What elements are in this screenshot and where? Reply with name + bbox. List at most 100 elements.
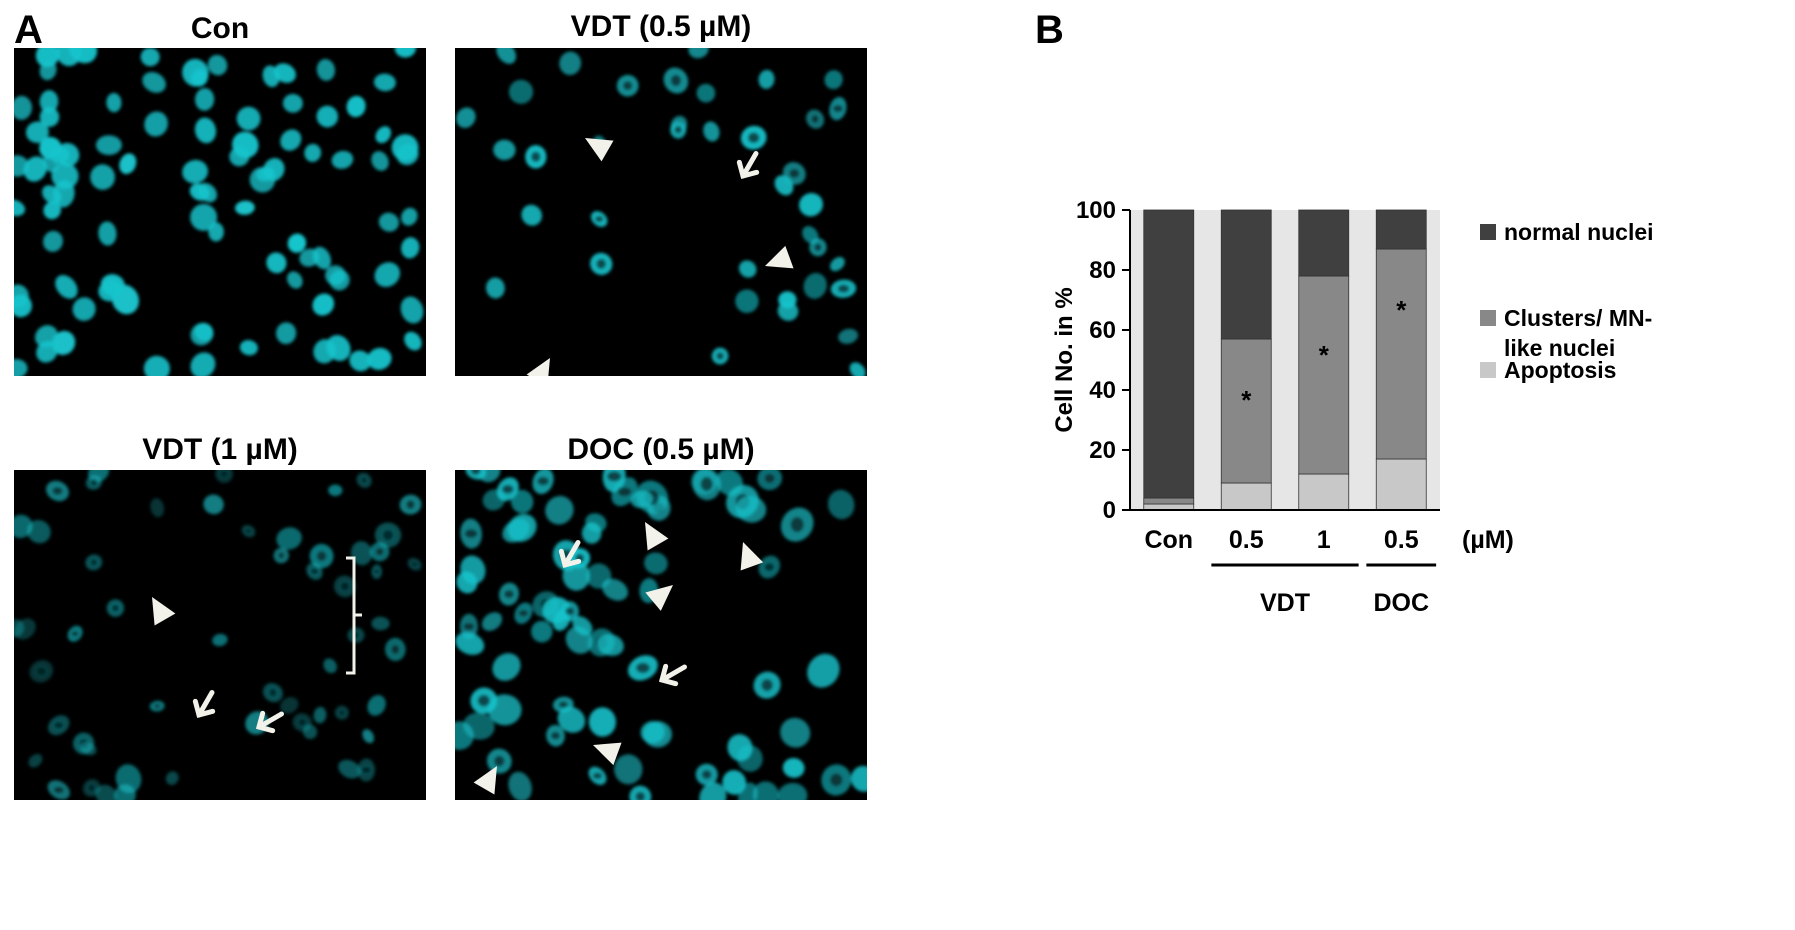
cell-nucleus [95,784,117,800]
cell-nucleus [735,495,767,523]
cell-nucleus [68,48,98,64]
bar-segment-0-1 [1220,482,1272,511]
cell-nucleus [492,653,521,681]
bracket-marker [346,556,356,675]
cell-nucleus [688,48,709,59]
cell-nucleus [299,248,320,267]
cell-nucleus [493,139,516,161]
cell-nucleus [456,571,478,594]
arrowhead-marker [740,542,764,571]
nucleus-dark-center [518,609,529,617]
cell-nucleus [565,626,593,654]
nucleus-dark-center [411,561,418,567]
nucleus-dark-center [537,476,550,486]
cell-nucleus [735,289,759,313]
cell-nucleus [39,60,57,81]
cell-nucleus [807,653,840,688]
y-tick-label: 0 [1103,497,1116,524]
cell-nucleus [236,106,261,131]
x-tick-label: 1 [1317,526,1331,554]
cell-nucleus [487,694,522,726]
cell-nucleus [51,330,76,355]
cell-nucleus [194,117,217,144]
nucleus-dark-center [716,352,724,360]
cell-nucleus [485,277,505,299]
cell-nucleus [14,514,33,539]
arrowhead-marker [645,585,673,611]
nucleus-dark-center [596,258,607,269]
y-tick-label: 60 [1089,317,1116,344]
nucleus-dark-center [338,709,346,716]
nucleus-dark-center [87,783,96,793]
cell-nucleus [14,155,29,177]
cell-nucleus [778,291,797,309]
nucleus-dark-center [761,678,773,692]
cell-nucleus [140,48,160,67]
y-tick-label: 40 [1089,377,1116,404]
cell-nucleus [51,162,79,190]
cell-nucleus [559,51,582,76]
cell-nucleus [782,757,805,778]
cell-nucleus [182,159,209,184]
cell-nucleus [394,48,416,58]
nucleus-dark-center [340,581,350,592]
cell-nucleus [280,129,302,151]
nucleus-dark-center [674,126,683,134]
micrograph-doc05 [455,470,867,800]
cell-nucleus [738,260,757,278]
cell-nucleus [280,696,299,714]
cell-nucleus [90,164,116,190]
micrograph-vdt05 [455,48,867,376]
cell-nucleus [28,753,43,768]
cell-nucleus [349,350,372,372]
cell-nucleus [378,212,399,232]
nucleus-dark-center [764,473,776,484]
cell-nucleus [43,230,63,252]
cell-nucleus [644,552,668,575]
nucleus-dark-center [635,791,646,800]
cell-nucleus [803,272,827,299]
micrograph-title-vdt05: VDT (0.5 µM) [570,10,752,43]
legend-label: like nuclei [1504,335,1615,361]
micrograph-con [14,48,426,376]
cell-nucleus [510,489,534,514]
cell-nucleus [829,257,845,272]
micrograph-vdt1 [14,470,426,800]
cell-nucleus [716,470,744,496]
nucleus-dark-center [617,486,632,497]
cell-nucleus [262,65,280,88]
cell-nucleus [266,252,287,274]
nucleus-dark-center [53,721,64,730]
bar-segment-1-1 [1220,338,1272,484]
cell-nucleus [455,721,474,750]
cell-nucleus [144,111,168,137]
cell-nucleus [373,73,396,92]
nucleus-dark-center [814,243,822,252]
cell-nucleus [282,93,303,113]
nucleus-dark-center [635,662,650,674]
arrow-marker [255,710,285,734]
micrograph-title-con: Con [190,12,250,45]
legend-swatch [1480,224,1496,240]
panel-label-b: B [1035,8,1064,52]
cell-nucleus [197,182,218,203]
nucleus-dark-center [701,769,712,780]
y-tick-label: 80 [1089,257,1116,284]
nucleus-dark-center [277,552,285,559]
cell-nucleus [827,489,855,520]
cell-nucleus [328,484,343,497]
arrowhead-marker [593,742,622,766]
cell-nucleus [142,72,166,93]
cell-nucleus [758,69,775,89]
cell-nucleus [643,721,672,748]
cell-nucleus [56,48,82,67]
cell-nucleus [557,706,586,733]
nucleus-dark-center [382,529,394,541]
nucleus-dark-center [788,168,800,179]
nucleus-dark-center [550,731,561,740]
bar-segment-2-2 [1298,209,1350,277]
cell-nucleus [27,519,51,544]
cell-nucleus [36,341,58,363]
cell-nucleus [371,151,389,171]
cell-nucleus [799,192,823,217]
